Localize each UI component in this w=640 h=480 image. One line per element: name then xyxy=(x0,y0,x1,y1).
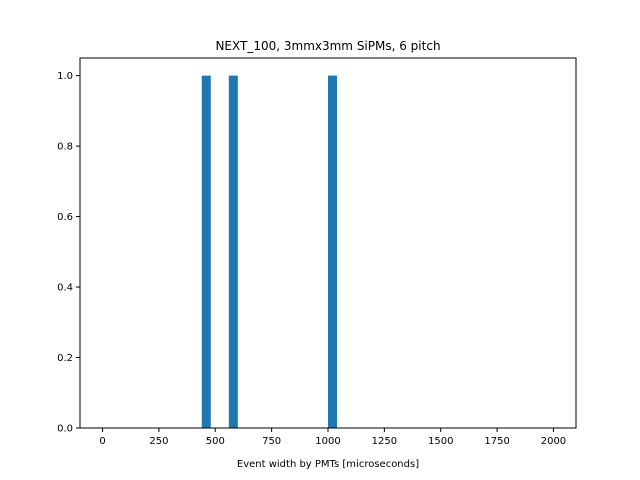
y-tick-label: 1.0 xyxy=(57,71,73,82)
y-axis: 0.0 0.2 0.4 0.6 0.8 1.0 xyxy=(57,71,80,435)
x-tick-label: 500 xyxy=(206,436,225,447)
x-tick-label: 1000 xyxy=(315,436,340,447)
x-tick-label: 1750 xyxy=(484,436,509,447)
histogram-bar xyxy=(228,75,238,428)
histogram-bar xyxy=(201,75,211,428)
y-tick-label: 0.8 xyxy=(57,142,73,153)
histogram-bar xyxy=(328,75,338,428)
y-tick-label: 0.2 xyxy=(57,353,73,364)
x-tick-label: 2000 xyxy=(541,436,566,447)
bars-layer xyxy=(201,75,338,428)
x-tick-label: 1250 xyxy=(372,436,397,447)
x-tick-label: 1500 xyxy=(428,436,453,447)
x-tick-label: 0 xyxy=(99,436,105,447)
x-tick-label: 250 xyxy=(149,436,168,447)
y-tick-label: 0.6 xyxy=(57,212,73,223)
x-tick-label: 750 xyxy=(262,436,281,447)
x-axis: 0 250 500 750 1000 1250 1500 1750 2000 xyxy=(99,428,566,447)
y-tick-label: 0.4 xyxy=(57,283,73,294)
y-tick-label: 0.0 xyxy=(57,424,73,435)
x-axis-title: Event width by PMTs [microseconds] xyxy=(237,459,419,470)
chart-title: NEXT_100, 3mmx3mm SiPMs, 6 pitch xyxy=(215,39,440,53)
